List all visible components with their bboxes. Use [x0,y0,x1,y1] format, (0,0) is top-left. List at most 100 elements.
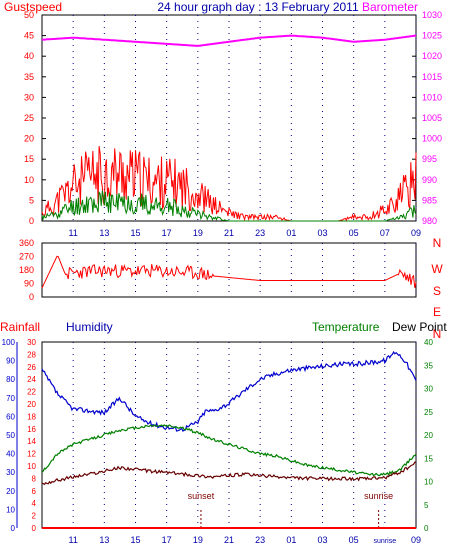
p1-x-tick-label: 01 [286,228,296,238]
p3-humidity-tick-label: 30 [6,468,15,477]
p3-rainfall-tick-label: 28 [27,350,36,359]
p2-compass-label: N [433,236,442,250]
p2-left-tick-label: 90 [24,279,34,289]
sunrise-annotation-label: sunrise [364,491,393,501]
p2-left-tick-label: 270 [19,252,34,262]
p2-left-tick-label: 360 [19,238,34,248]
windspeed-series-line [41,190,417,222]
p3-temperature-tick-label: 40 [424,338,433,347]
p3-legend-label: Humidity [66,320,113,334]
p1-x-tick-label: 15 [130,228,140,238]
p3-humidity-tick-label: 90 [6,357,15,366]
p3-x-tick-label: 15 [130,535,140,545]
p3-x-tick-label: 11 [68,535,77,545]
p1-x-tick-label: 13 [99,228,109,238]
p1-x-tick-label: 09 [411,228,421,238]
p1-right-tick-label: 1010 [422,92,442,102]
p3-x-tick-label: 09 [411,535,421,545]
p3-temperature-tick-label: 10 [424,478,433,487]
p3-x-tick-label: 23 [255,535,265,545]
p1-left-tick-label: 35 [24,72,34,82]
p3-temperature-tick-label: 30 [424,385,433,394]
p3-temperature-tick-label: 15 [424,454,433,463]
p3-rainfall-tick-label: 6 [32,487,37,496]
barometer-series-line [41,34,417,47]
p3-rainfall-tick-label: 4 [32,499,37,508]
gustspeed-series-line [41,146,417,222]
p2-compass-label: S [433,284,441,298]
p3-x-tick-label: 03 [317,535,327,545]
p3-humidity-tick-label: 20 [6,487,15,496]
humidity-series-line [41,350,417,432]
p3-rainfall-tick-label: 0 [32,524,37,533]
p3-humidity-tick-label: 0 [11,524,16,533]
p2-left-tick-label: 0 [29,292,34,302]
p3-temperature-tick-label: 0 [424,524,429,533]
p1-right-tick-label: 1000 [422,134,442,144]
p1-left-tick-label: 25 [24,113,34,123]
p3-rainfall-tick-label: 30 [27,338,36,347]
p2-compass-label: W [431,262,443,276]
p1-right-tick-label: 1030 [422,10,442,20]
p1-left-tick-label: 0 [29,216,34,226]
p3-temperature-tick-label: 35 [424,361,433,370]
wind-barometer-panel: 0510152025303540455098098599099510001005… [24,10,442,238]
p3-x-tick-label: 01 [286,535,296,545]
p3-legend-label: Temperature [312,320,380,334]
p3-rainfall-tick-label: 14 [27,437,36,446]
p3-rainfall-tick-label: 18 [27,412,36,421]
wind-direction-series-line [41,255,417,289]
p3-rainfall-tick-label: 22 [27,388,36,397]
temperature-series-line [41,424,417,477]
header-right-label: Barometer [362,0,418,14]
p3-humidity-tick-label: 50 [6,431,15,440]
p1-right-tick-label: 1020 [422,51,442,61]
p3-humidity-tick-label: 40 [6,450,15,459]
p1-right-tick-label: 980 [422,216,437,226]
p1-left-tick-label: 40 [24,51,34,61]
p1-left-tick-label: 10 [24,175,34,185]
p3-x-tick-label: 19 [193,535,203,545]
p3-temperature-tick-label: 25 [424,408,433,417]
p3-temperature-tick-label: 20 [424,431,433,440]
p3-rainfall-tick-label: 2 [32,512,37,521]
p1-right-tick-label: 995 [422,154,437,164]
p1-left-tick-label: 50 [24,10,34,20]
p1-right-tick-label: 990 [422,175,437,185]
p3-rainfall-tick-label: 24 [27,375,36,384]
p1-x-tick-label: 03 [317,228,327,238]
p1-x-tick-label: 23 [255,228,265,238]
p3-x-tick-label: 05 [349,535,359,545]
p3-x-tick-label: 21 [224,535,234,545]
p1-right-tick-label: 1015 [422,72,442,82]
p1-x-tick-label: 05 [349,228,359,238]
p1-left-tick-label: 5 [29,195,34,205]
p3-rainfall-tick-label: 20 [27,400,36,409]
humidity-temperature-panel: Rainfall Humidity Temperature Dew Point0102… [0,320,447,545]
p1-left-tick-label: 15 [24,154,34,164]
p1-x-tick-label: 11 [68,228,77,238]
p3-humidity-tick-label: 100 [2,338,16,347]
sunset-annotation-label: sunset [188,491,215,501]
p3-legend-label: Dew Point [392,320,447,334]
p3-rainfall-tick-label: 12 [27,450,36,459]
p3-x-tick-label: 13 [99,535,109,545]
p1-x-tick-label: 17 [162,228,172,238]
p3-temperature-tick-label: 5 [424,501,429,510]
p2-compass-label: N [433,327,442,341]
p3-rainfall-tick-label: 26 [27,363,36,372]
p3-humidity-tick-label: 70 [6,394,15,403]
p1-left-tick-label: 20 [24,134,34,144]
p3-humidity-tick-label: 60 [6,412,15,421]
p3-rainfall-tick-label: 8 [32,474,37,483]
p1-x-tick-label: 19 [193,228,203,238]
p3-rainfall-tick-label: 16 [27,425,36,434]
chart-title: 24 hour graph day : 13 February 2011 [157,0,359,14]
p1-x-tick-label: 07 [380,228,390,238]
p3-rainfall-tick-label: 10 [27,462,36,471]
p1-right-tick-label: 1025 [422,31,442,41]
p3-humidity-tick-label: 80 [6,375,15,384]
p2-left-tick-label: 180 [19,265,34,275]
